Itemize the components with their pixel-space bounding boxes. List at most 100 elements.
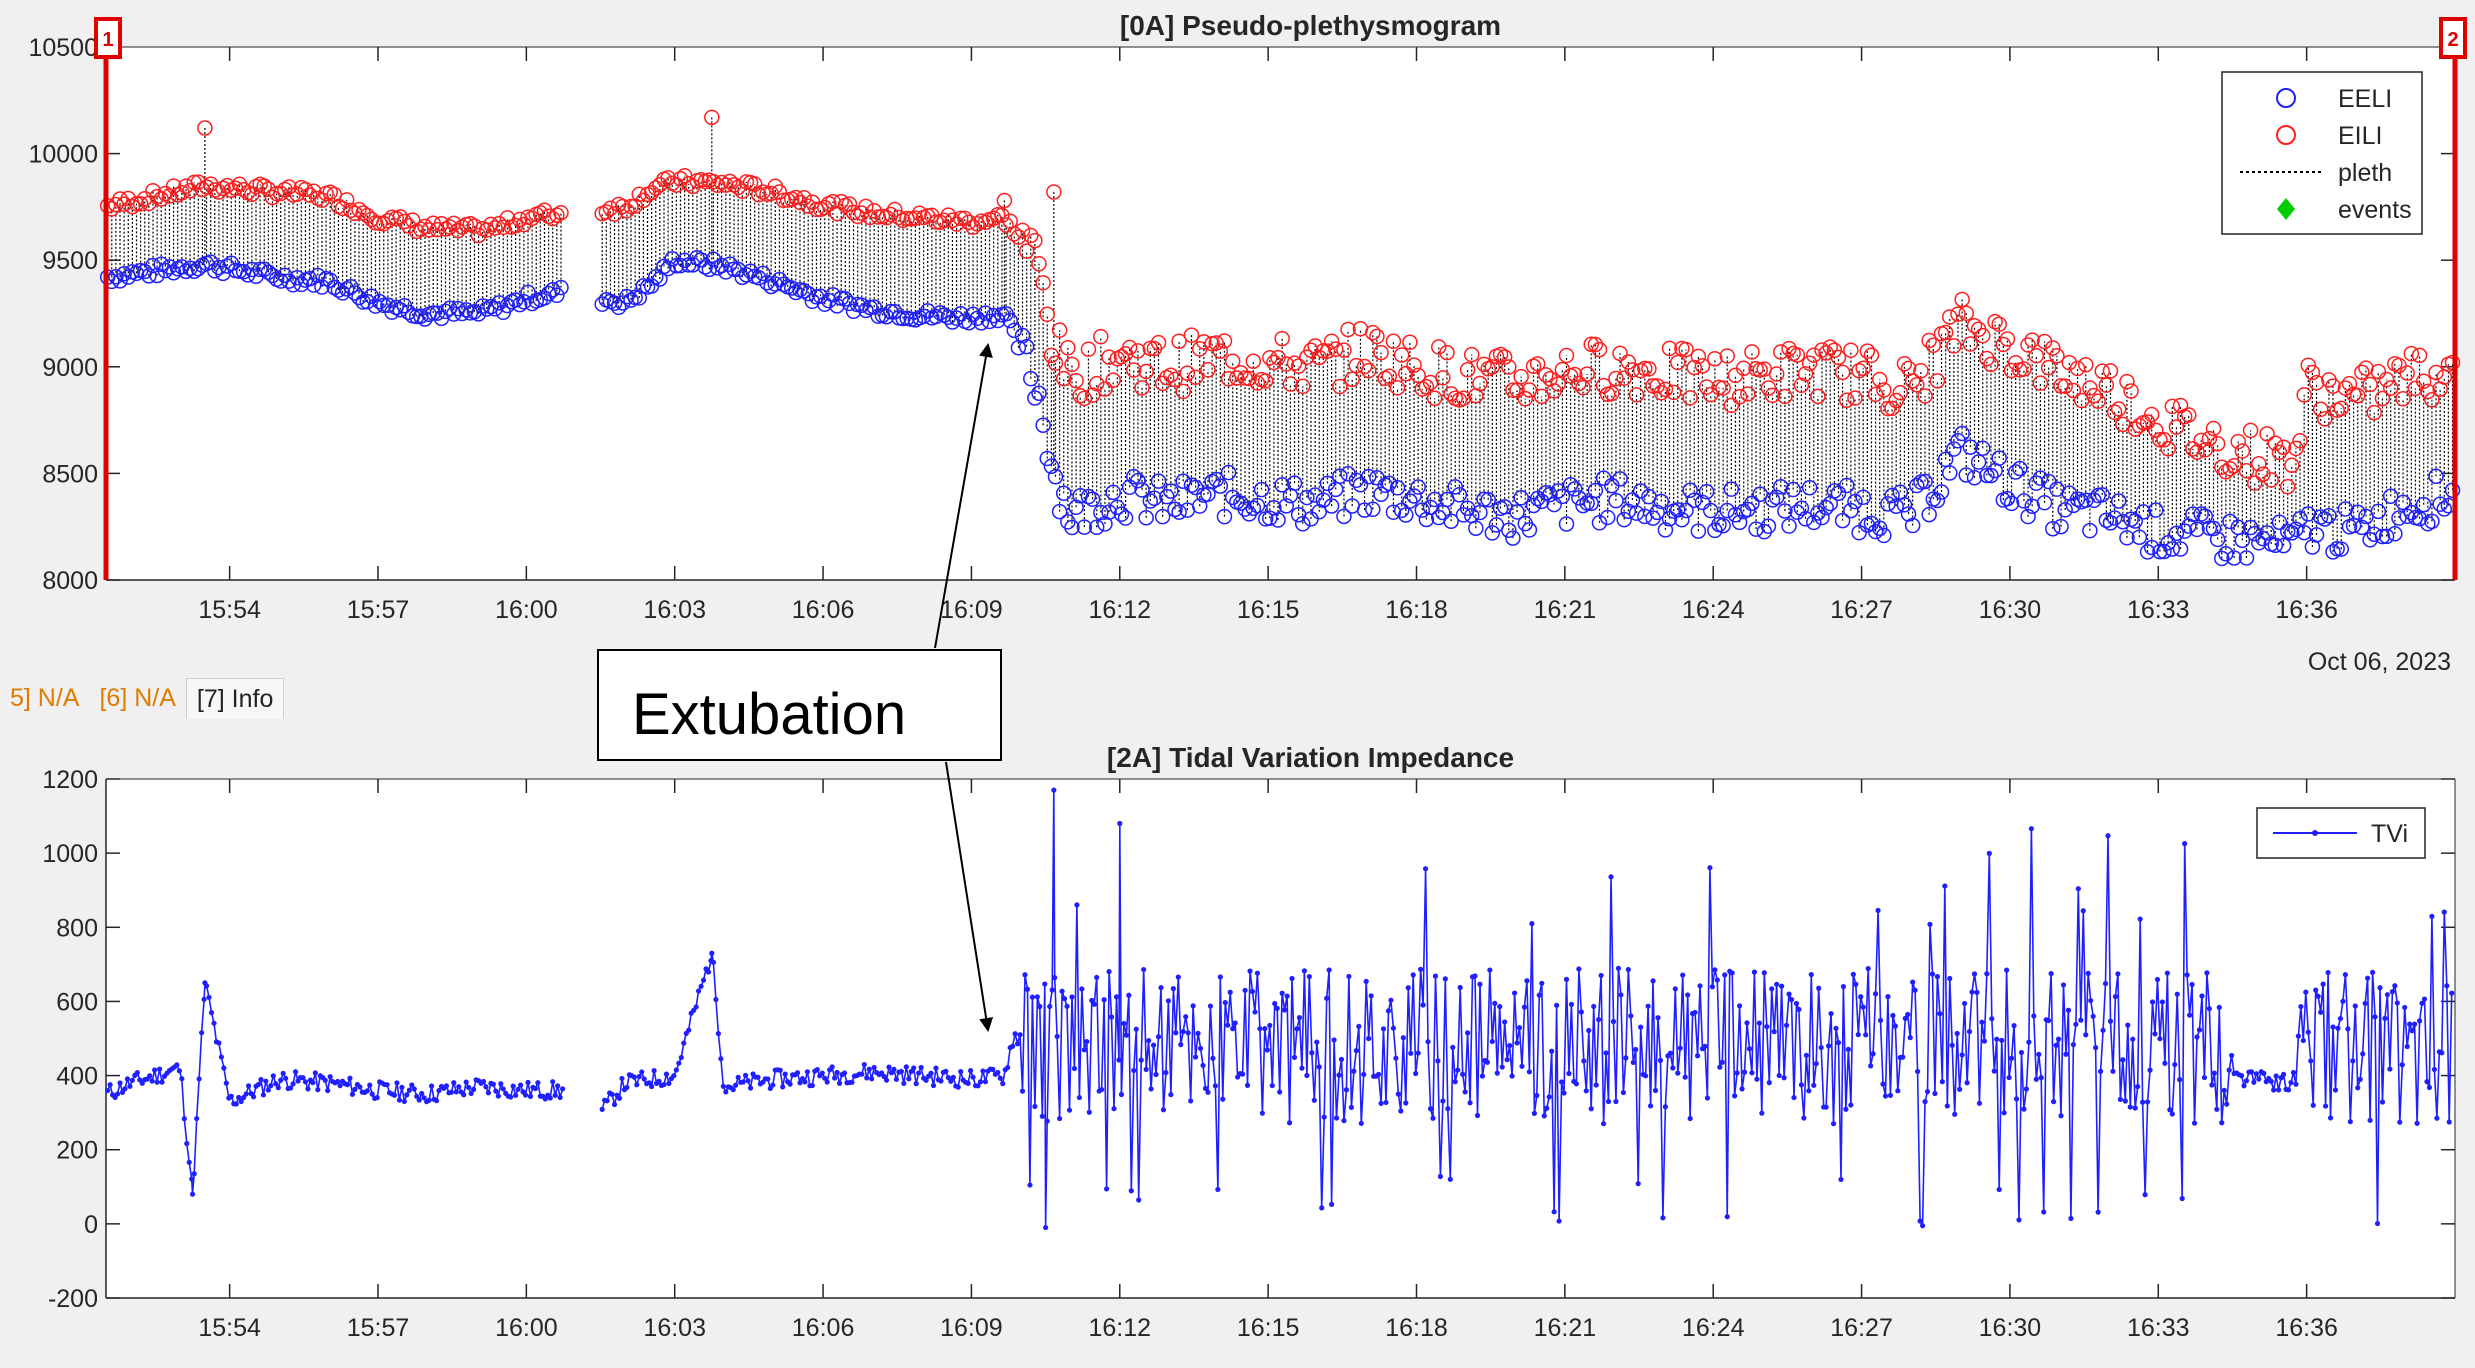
eili-point: [1904, 373, 1921, 389]
tvi-point: [315, 1087, 321, 1093]
tvi-point: [189, 1176, 195, 1182]
tvi-point: [1692, 1009, 1698, 1016]
tvi-point: [1415, 1050, 1421, 1056]
tvi-point: [1519, 1063, 1525, 1069]
tvi-point: [678, 1054, 684, 1061]
annotation-box: [597, 649, 1002, 761]
eeli-point: [293, 276, 310, 293]
tvi-point: [1138, 1057, 1144, 1063]
tvi-point: [1568, 1001, 1575, 1007]
tvi-point: [1620, 1089, 1626, 1096]
eili-point: [1055, 370, 1072, 387]
eeli-point: [2152, 543, 2168, 560]
tvi-point: [1106, 969, 1112, 975]
tvi-point: [849, 1079, 855, 1085]
tvi-point: [871, 1064, 877, 1071]
eili-point: [2106, 404, 2123, 420]
eeli-point: [1773, 479, 1789, 495]
eeli-point: [1315, 492, 1332, 508]
tvi-point: [1398, 1108, 1404, 1114]
eili-point: [2317, 411, 2333, 427]
tvi-point: [2068, 1215, 2074, 1222]
eeli-point: [1402, 493, 1418, 509]
tvi-point: [2083, 1032, 2089, 1038]
tvi-point: [2243, 1078, 2250, 1084]
tvi-point: [2013, 1096, 2020, 1102]
eili-point: [1892, 384, 1909, 401]
tvi-point: [918, 1064, 924, 1071]
tvi-point: [1314, 1039, 1320, 1045]
tvi-point: [1440, 1098, 1446, 1104]
tvi-point: [480, 1078, 487, 1085]
tvi-point: [663, 1071, 670, 1077]
eili-point: [1847, 390, 1863, 406]
eeli-point: [985, 307, 1002, 324]
eili-point: [928, 214, 944, 230]
tvi-point: [656, 1078, 662, 1084]
tvi-point: [599, 1106, 605, 1112]
tvi-point: [1751, 969, 1758, 975]
tvi-point: [2063, 1051, 2069, 1057]
eeli-point: [1134, 482, 1150, 498]
eeli-point: [408, 308, 425, 325]
eeli-point: [1991, 450, 2007, 466]
tvi-point: [1017, 1032, 1023, 1038]
eeli-point: [507, 292, 524, 308]
tvi-point: [555, 1083, 561, 1089]
tvi-point: [174, 1062, 180, 1068]
tvi-point: [2147, 1067, 2153, 1073]
eeli-point: [2415, 496, 2432, 513]
eeli-point: [1884, 487, 1900, 504]
eili-point: [800, 198, 816, 214]
eeli-point: [858, 302, 874, 319]
eeli-point: [2387, 525, 2403, 542]
eili-point: [149, 188, 165, 205]
tvi-point: [1341, 1118, 1347, 1124]
eeli-point: [2259, 525, 2275, 541]
tab-6[interactable]: [6] N/A: [99, 684, 176, 712]
eeli-point: [1484, 525, 1501, 541]
tvi-point: [609, 1091, 615, 1097]
tvi-point: [1264, 1047, 1270, 1053]
eeli-point: [862, 299, 878, 316]
eeli-point: [1814, 509, 1830, 526]
eili-point: [1463, 346, 1480, 363]
eili-point: [2102, 363, 2119, 379]
tvi-point: [2313, 987, 2319, 993]
tvi-point: [1123, 1032, 1129, 1038]
eeli-point: [676, 252, 693, 269]
eili-point: [2003, 362, 2020, 379]
pleth-series: [107, 117, 2454, 559]
eeli-point: [783, 280, 800, 296]
eeli-point: [2106, 510, 2123, 526]
y-tick-label: 9500: [42, 247, 98, 275]
tvi-point: [1791, 1094, 1797, 1101]
eili-point: [2057, 378, 2073, 394]
tvi-point: [2357, 1076, 2363, 1082]
tab-5[interactable]: 5] N/A: [10, 684, 80, 712]
tvi-point: [495, 1093, 501, 1099]
tvi-point: [2154, 976, 2161, 983]
eeli-point: [1954, 425, 1970, 442]
tvi-point: [490, 1081, 496, 1087]
tvi-point: [2112, 993, 2119, 1000]
eili-point: [996, 192, 1013, 209]
tab-info[interactable]: [7] Info: [185, 677, 285, 719]
eili-point: [1946, 338, 1962, 354]
tvi-point: [406, 1087, 412, 1093]
eili-point: [985, 210, 1002, 227]
tvi-point: [2088, 997, 2094, 1004]
tvi-point: [154, 1079, 160, 1085]
tvi-point: [1910, 979, 1916, 985]
eeli-point: [816, 296, 833, 312]
tvi-point: [2327, 1115, 2334, 1121]
eeli-point: [594, 296, 610, 312]
tvi-point: [2038, 1075, 2044, 1081]
eeli-point: [697, 259, 713, 275]
tvi-point: [1771, 1029, 1777, 1035]
eeli-point: [2238, 550, 2255, 566]
tvi-point: [2402, 1004, 2408, 1011]
tvi-point: [1413, 1070, 1419, 1077]
tvi-point: [517, 1082, 524, 1088]
eeli-point: [726, 261, 742, 277]
